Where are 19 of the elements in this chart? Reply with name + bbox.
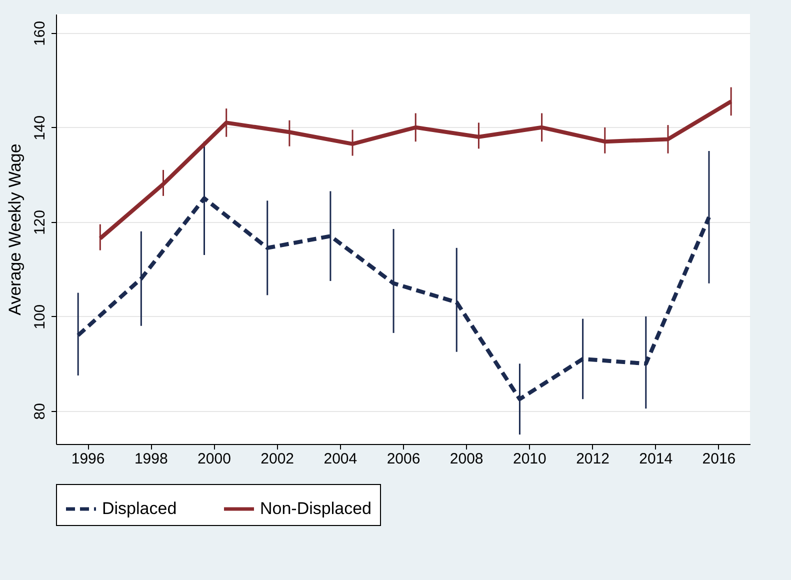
y-tick-label: 160 <box>32 20 48 46</box>
x-tick-label: 2006 <box>386 450 420 468</box>
x-tick-label: 2002 <box>260 450 294 468</box>
y-axis-title: Average Weekly Wage <box>6 144 24 316</box>
y-tick-label: 80 <box>32 403 48 420</box>
x-tick-label: 2010 <box>512 450 546 468</box>
x-tick-label: 1996 <box>71 450 105 468</box>
legend-label: Non-Displaced <box>260 499 372 518</box>
legend-label: Displaced <box>102 499 177 518</box>
x-tick-label: 2014 <box>639 450 673 468</box>
x-tick-label: 2000 <box>198 450 231 468</box>
x-tick-label: 2008 <box>450 450 484 468</box>
x-tick-label: 2012 <box>576 450 610 468</box>
y-tick-label: 140 <box>32 115 48 140</box>
x-tick-label: 1998 <box>134 450 168 468</box>
y-tick-label: 100 <box>32 304 48 330</box>
x-tick-label: 2004 <box>324 450 358 468</box>
y-tick-label: 120 <box>32 210 48 235</box>
x-tick-label: 2016 <box>702 450 736 468</box>
